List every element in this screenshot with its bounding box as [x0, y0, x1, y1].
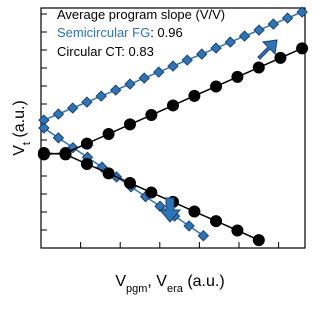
label-subscript: era	[167, 283, 184, 295]
label-part: (a.u.)	[11, 100, 28, 142]
legend-name: Circular CT	[57, 44, 123, 59]
point	[210, 42, 222, 54]
point	[253, 24, 265, 36]
point	[145, 186, 158, 199]
point	[52, 132, 65, 144]
point	[52, 108, 65, 120]
label-part: V	[11, 145, 28, 156]
point	[110, 84, 122, 96]
legend-slope: : 0.83	[121, 44, 154, 59]
point	[252, 61, 265, 74]
x-axis-label: Vpgm, Vera (a.u.)	[115, 273, 224, 295]
point	[102, 167, 115, 180]
arrow-down	[158, 197, 182, 223]
point	[274, 51, 287, 64]
point	[81, 96, 93, 108]
point	[267, 18, 280, 30]
point	[38, 122, 50, 134]
arrows	[158, 39, 278, 223]
label-subscript: pgm	[126, 283, 147, 295]
point	[197, 230, 210, 242]
point	[123, 176, 136, 189]
point	[231, 70, 244, 83]
point	[66, 102, 79, 114]
point	[80, 137, 93, 150]
series-line	[43, 127, 204, 237]
point	[231, 224, 244, 237]
point	[167, 60, 179, 72]
point	[196, 48, 208, 60]
point	[123, 118, 136, 131]
label-part: V	[115, 273, 126, 290]
point	[296, 6, 308, 18]
legend-name: Semicircular FG	[57, 25, 150, 40]
point	[181, 54, 193, 66]
point	[59, 148, 72, 161]
legend-title: Average program slope (V/V)	[57, 7, 225, 22]
point	[80, 158, 93, 170]
point	[188, 205, 201, 218]
arrow-up	[257, 39, 278, 60]
label-part: (a.u.)	[183, 273, 225, 290]
point	[188, 89, 201, 102]
point	[145, 109, 158, 122]
label-subscript: t	[21, 142, 33, 145]
point	[252, 234, 265, 247]
point	[183, 220, 195, 232]
point	[281, 12, 294, 24]
point	[238, 30, 251, 42]
point	[95, 90, 107, 102]
point	[153, 66, 165, 78]
point	[138, 72, 150, 84]
point	[167, 99, 179, 112]
y-axis-label: Vt (a.u.)	[11, 100, 33, 156]
legend-entry: Semicircular FG: 0.96	[57, 25, 183, 40]
point	[210, 80, 223, 93]
point	[224, 36, 236, 48]
point	[124, 78, 136, 90]
legend-slope: : 0.96	[150, 25, 183, 40]
point	[210, 215, 223, 228]
point	[296, 42, 309, 55]
point	[37, 146, 50, 159]
point	[102, 128, 115, 140]
point	[154, 200, 166, 212]
label-part: , V	[147, 273, 167, 290]
legend-entry: Circular CT: 0.83	[57, 44, 154, 59]
